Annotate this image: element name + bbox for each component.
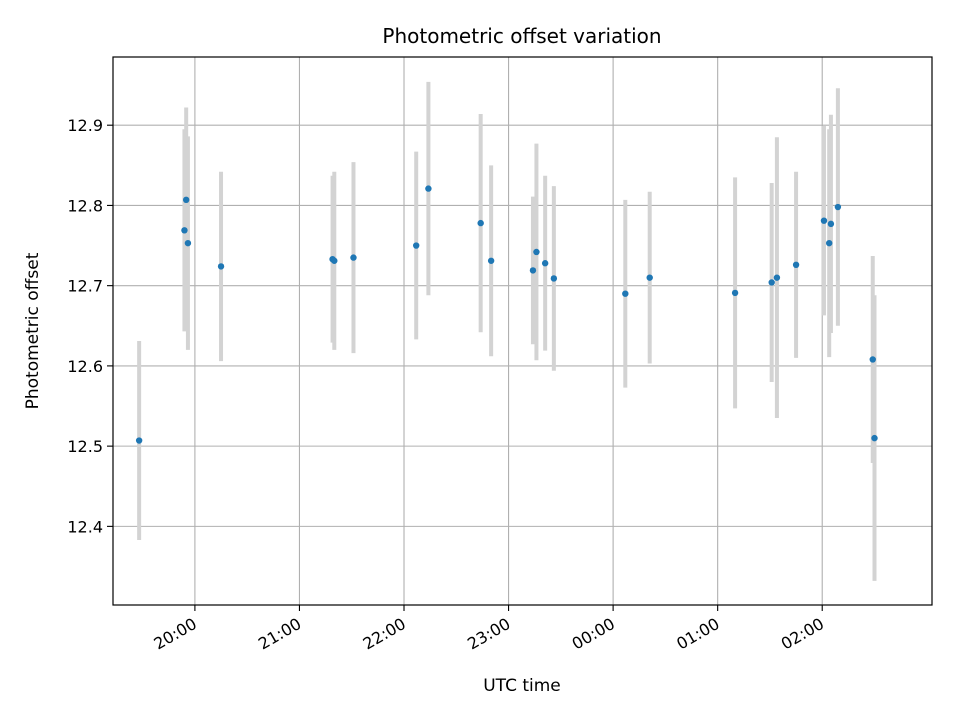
data-point	[182, 196, 190, 204]
y-tick-label: 12.4	[67, 517, 103, 536]
data-point	[184, 239, 192, 247]
data-point	[529, 267, 537, 274]
data-point	[869, 356, 876, 363]
grid-lines	[113, 57, 932, 605]
data-point	[871, 434, 878, 442]
data-point	[413, 242, 420, 249]
data-point	[731, 289, 739, 297]
data-point	[217, 263, 225, 270]
data-point	[622, 290, 629, 297]
y-tick-label: 12.7	[67, 277, 103, 296]
data-point	[533, 248, 540, 256]
data-point	[773, 274, 781, 281]
data-point	[646, 274, 653, 281]
y-tick-label: 12.8	[67, 196, 103, 215]
y-axis-title: Photometric offset	[23, 252, 43, 409]
data-point	[331, 257, 338, 264]
plot-area-frame	[112, 56, 933, 606]
data-points	[135, 185, 878, 444]
data-point	[487, 257, 495, 264]
y-tick-label: 12.5	[67, 437, 103, 456]
data-point	[827, 220, 835, 228]
data-point	[135, 437, 143, 444]
data-point	[834, 203, 842, 211]
x-axis-title: UTC time	[483, 676, 561, 696]
data-point	[825, 239, 833, 247]
data-point	[477, 219, 484, 227]
data-point	[350, 254, 357, 261]
y-tick-label: 12.9	[67, 116, 103, 135]
data-point	[820, 217, 828, 224]
chart-title: Photometric offset variation	[382, 24, 661, 48]
data-point	[768, 279, 775, 286]
data-point	[541, 260, 549, 267]
data-point	[425, 185, 432, 192]
data-point	[792, 261, 800, 269]
data-point	[550, 275, 558, 282]
y-tick-label: 12.6	[67, 357, 103, 376]
data-point	[181, 227, 188, 234]
y-axis-ticks: 12.4 12.5 12.6 12.7 12.8 12.9	[67, 116, 113, 536]
